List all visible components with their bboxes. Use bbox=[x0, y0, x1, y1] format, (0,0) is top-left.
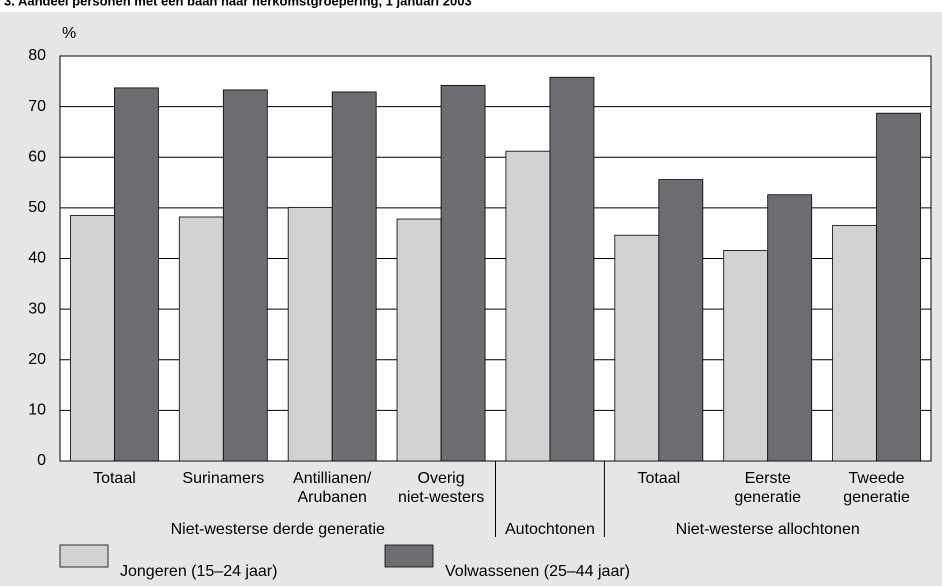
y-tick-label: 60 bbox=[28, 148, 46, 165]
y-tick-label: 80 bbox=[28, 47, 46, 64]
x-tick-label: Totaal bbox=[93, 470, 136, 487]
bar bbox=[287, 206, 333, 462]
x-tick-label: Surinamers bbox=[182, 470, 264, 487]
group-label: Niet-westerse derde generatie bbox=[171, 521, 385, 538]
x-tick-label: Overig niet-westers bbox=[398, 470, 484, 506]
bar bbox=[614, 234, 660, 462]
bar bbox=[440, 84, 486, 462]
legend-swatch bbox=[384, 544, 434, 568]
bar bbox=[505, 150, 551, 462]
bar bbox=[178, 216, 224, 462]
bar bbox=[222, 89, 268, 462]
x-tick-label: Totaal bbox=[637, 470, 680, 487]
bar bbox=[70, 215, 115, 462]
bar bbox=[396, 218, 442, 462]
bar bbox=[549, 76, 595, 462]
y-tick-label: 30 bbox=[28, 300, 46, 317]
bar bbox=[832, 225, 877, 462]
bar bbox=[114, 87, 159, 462]
x-tick-label: Eerste generatie bbox=[734, 470, 801, 506]
y-tick-label: 0 bbox=[37, 452, 46, 469]
x-tick-label: Antillianen/Arubanen bbox=[293, 470, 372, 506]
chart-title: 3. Aandeel personen met een baan naar he… bbox=[4, 0, 472, 8]
bar bbox=[658, 179, 704, 462]
y-tick-label: 20 bbox=[28, 351, 46, 368]
group-label: Autochtonen bbox=[505, 521, 595, 538]
y-tick-label: 40 bbox=[28, 250, 46, 267]
group-label: Niet-westerse allochtonen bbox=[676, 521, 860, 538]
legend-swatch bbox=[59, 544, 109, 568]
y-tick-label: 70 bbox=[28, 98, 46, 115]
legend-label: Jongeren (15–24 jaar) bbox=[120, 563, 277, 580]
y-tick-label: 50 bbox=[28, 199, 46, 216]
bar bbox=[723, 249, 769, 462]
bar bbox=[876, 112, 921, 462]
y-axis-label: % bbox=[62, 25, 76, 42]
bar bbox=[331, 91, 377, 462]
legend-label: Volwassenen (25–44 jaar) bbox=[445, 563, 630, 580]
y-tick-label: 10 bbox=[28, 402, 46, 419]
bar bbox=[767, 194, 813, 462]
x-tick-label: Tweede generatie bbox=[843, 470, 910, 506]
